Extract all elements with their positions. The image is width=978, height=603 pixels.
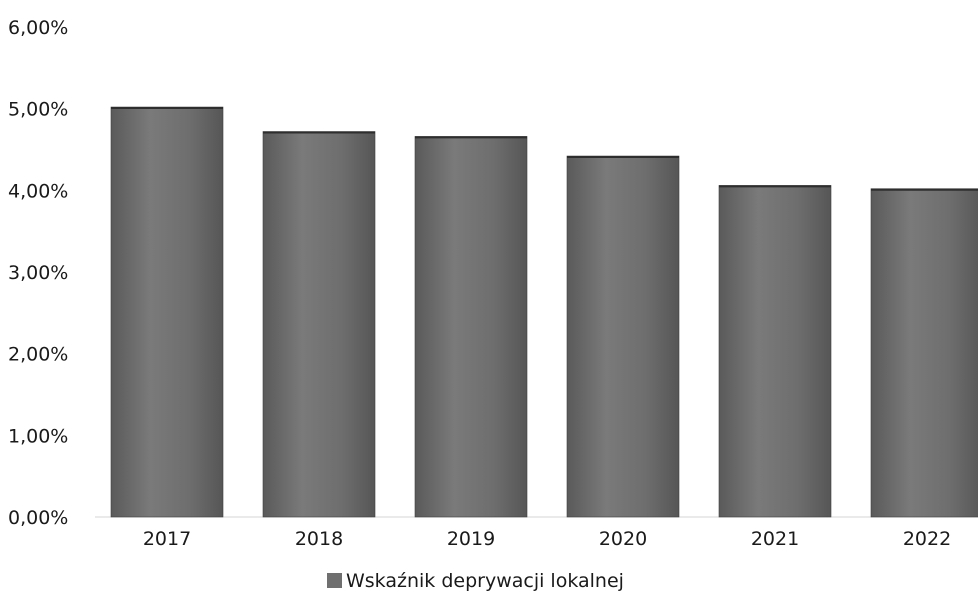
- legend-swatch: [327, 573, 342, 588]
- bars: [110, 106, 978, 518]
- bar-2021: [718, 185, 832, 518]
- y-tick-label: 5,00%: [8, 99, 68, 121]
- x-tick-label: 2017: [143, 528, 191, 550]
- legend: Wskaźnik deprywacji lokalnej: [327, 570, 624, 592]
- bar-2017: [110, 106, 224, 518]
- y-tick-label: 0,00%: [8, 507, 68, 529]
- bar-2019: [414, 136, 528, 518]
- x-tick-label: 2020: [599, 528, 647, 550]
- x-axis-labels: 2017 2018 2019 2020 2021 2022: [143, 528, 951, 550]
- bar-2018: [262, 131, 376, 518]
- x-tick-label: 2021: [751, 528, 799, 550]
- x-tick-label: 2018: [295, 528, 343, 550]
- y-tick-label: 6,00%: [8, 17, 68, 39]
- y-tick-label: 4,00%: [8, 180, 68, 202]
- y-tick-label: 2,00%: [8, 344, 68, 366]
- x-tick-label: 2019: [447, 528, 495, 550]
- bar-2020: [566, 155, 680, 518]
- legend-label: Wskaźnik deprywacji lokalnej: [346, 570, 624, 592]
- bar-2022: [870, 188, 978, 518]
- y-tick-label: 3,00%: [8, 262, 68, 284]
- x-tick-label: 2022: [903, 528, 951, 550]
- y-tick-label: 1,00%: [8, 425, 68, 447]
